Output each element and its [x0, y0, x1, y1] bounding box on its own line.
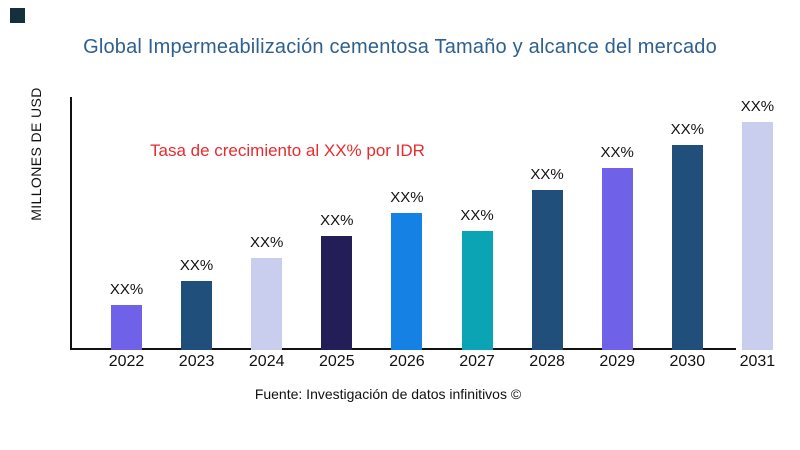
bar-2031 [741, 122, 773, 350]
bar-value-label: XX% [460, 207, 494, 224]
x-tick-label: 2029 [599, 353, 635, 370]
bar-value-label: XX% [670, 121, 704, 138]
bar-value-label: XX% [530, 166, 564, 183]
source-caption: Fuente: Investigación de datos infinitiv… [254, 386, 522, 402]
plot-area: Tasa de crecimiento al XX% por IDR XX% 20… [70, 97, 778, 370]
chart-title: Global Impermeabilización cementosa Tama… [83, 36, 717, 58]
bar-2028 [531, 190, 563, 350]
x-tick-label: 2030 [669, 353, 706, 370]
bar-value-label: XX% [179, 257, 214, 274]
bar-2030 [671, 145, 703, 350]
x-tick-label: 2031 [739, 353, 776, 370]
x-tick-label: 2024 [248, 353, 285, 370]
bar-2025 [321, 236, 353, 350]
x-tick-label: 2022 [108, 353, 145, 370]
bar-value-label: XX% [740, 98, 775, 115]
bar-value-label: XX% [390, 189, 424, 206]
bar-value-label: XX% [600, 144, 634, 161]
x-tick-label: 2028 [529, 353, 565, 370]
growth-rate-annotation: Tasa de crecimiento al XX% por IDR [150, 141, 425, 160]
bar-2026 [391, 213, 423, 350]
bar-2022 [111, 305, 142, 350]
x-tick-label: 2026 [389, 353, 425, 370]
bar-value-label: XX% [320, 212, 354, 229]
bar-2024 [251, 258, 283, 350]
bar-2023 [181, 281, 213, 350]
brand-mark [10, 8, 25, 23]
bar-value-label: XX% [250, 234, 284, 251]
bar-2027 [461, 231, 493, 350]
x-tick-label: 2025 [319, 353, 355, 370]
bar-2029 [601, 168, 633, 350]
x-tick-label: 2027 [459, 353, 495, 370]
bar-value-label: XX% [109, 281, 144, 298]
y-axis-label: MILLONES DE USD [28, 87, 44, 221]
x-tick-label: 2023 [178, 353, 215, 370]
